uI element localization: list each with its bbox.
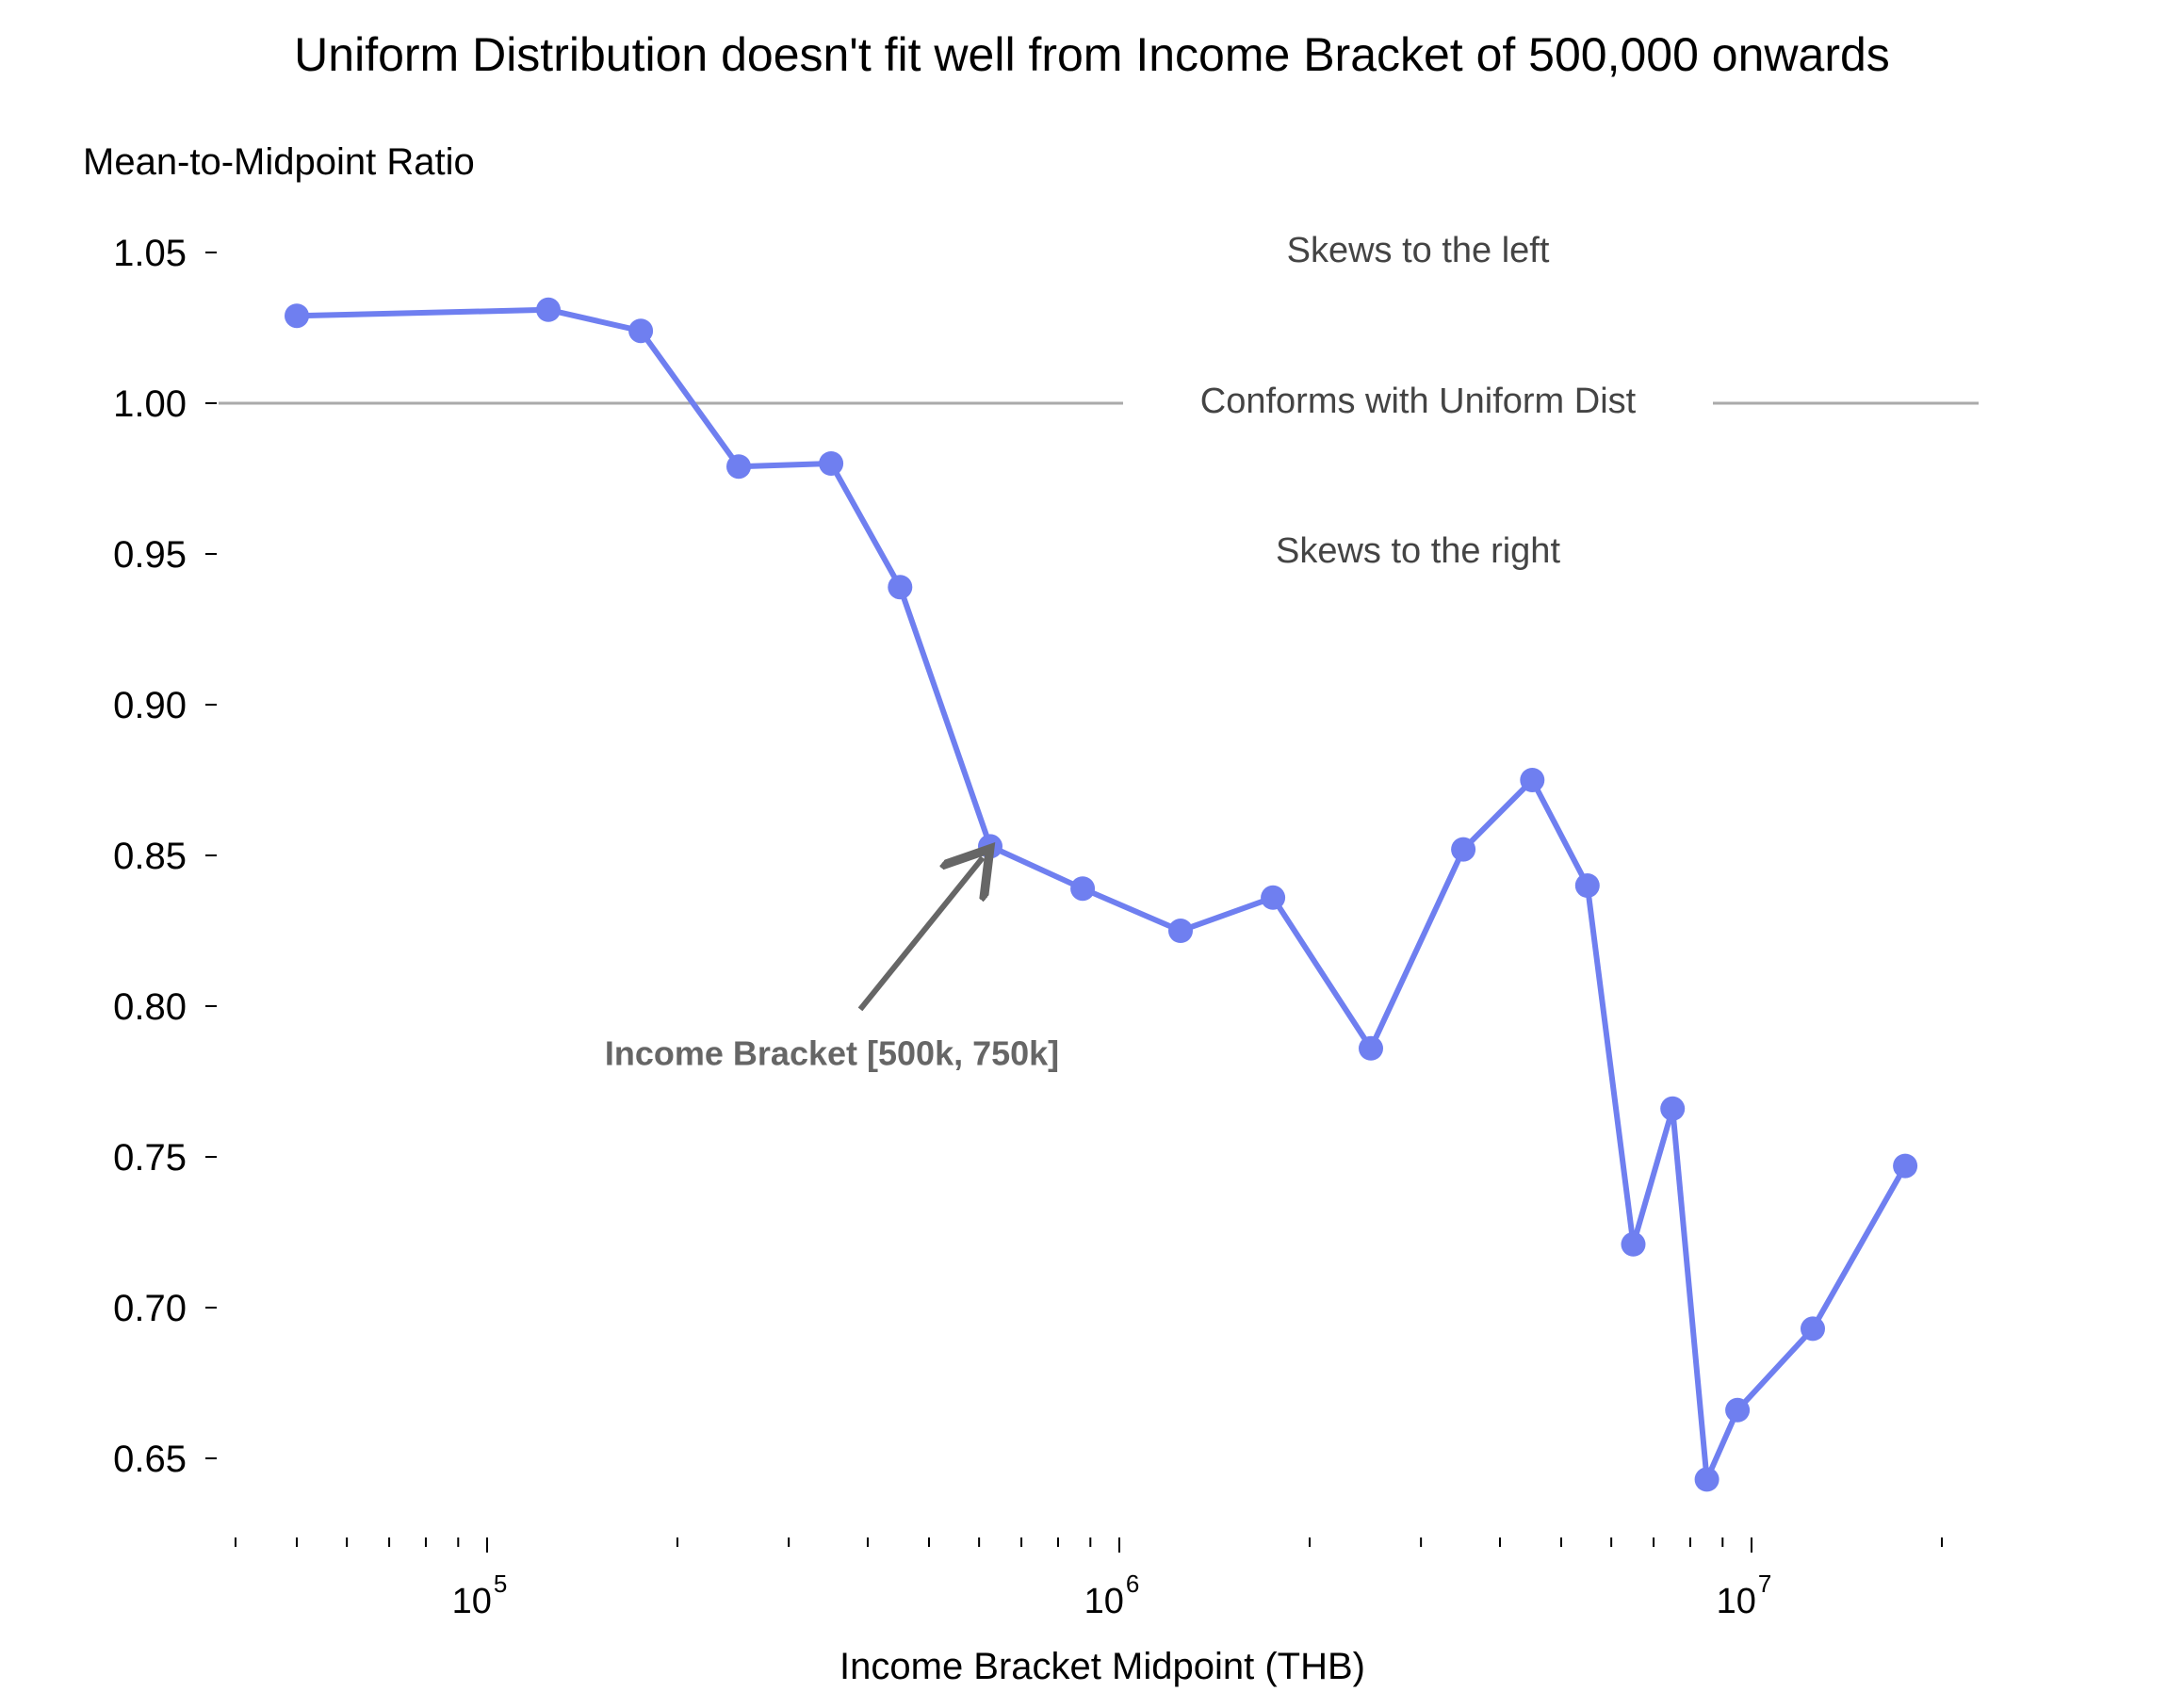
data-point <box>1893 1153 1918 1179</box>
data-point <box>628 318 654 344</box>
data-point <box>536 297 561 322</box>
data-point <box>1574 873 1600 898</box>
x-tick-label: 105 <box>452 1570 508 1621</box>
y-tick-label: 0.85 <box>113 836 187 877</box>
data-point <box>819 451 844 476</box>
y-tick-label: 0.65 <box>113 1439 187 1480</box>
y-tick-label: 0.80 <box>113 986 187 1028</box>
x-axis: 105 106 107 <box>234 1537 1943 1621</box>
y-tick-label: 1.05 <box>113 233 187 274</box>
y-tick-label: 0.70 <box>113 1288 187 1329</box>
data-point <box>1621 1231 1646 1257</box>
annotation-label: Income Bracket [500k, 750k] <box>605 1033 1059 1072</box>
data-point <box>1168 919 1193 943</box>
reference-line-label: Conforms with Uniform Dist <box>1200 382 1637 421</box>
region-label-above: Skews to the left <box>1287 231 1550 270</box>
annotation-arrow <box>857 857 983 1012</box>
series-points <box>285 297 1918 1492</box>
chart-title: Uniform Distribution doesn't fit well fr… <box>294 28 1890 81</box>
region-label-below: Skews to the right <box>1276 531 1560 571</box>
data-point <box>1261 885 1286 910</box>
data-point <box>1725 1397 1751 1423</box>
y-tick-label: 0.90 <box>113 685 187 726</box>
data-point <box>1520 768 1545 792</box>
data-point <box>1801 1316 1825 1342</box>
data-point <box>1070 876 1096 902</box>
y-tick-label: 0.75 <box>113 1137 187 1179</box>
y-tick-label: 0.95 <box>113 534 187 576</box>
data-point <box>1694 1467 1719 1492</box>
y-axis: 0.65 0.70 0.75 0.80 0.85 0.90 0.95 1.00 1.05 <box>113 233 217 1480</box>
series-line <box>294 306 1909 1483</box>
data-point <box>1451 837 1476 862</box>
data-point <box>1660 1096 1686 1121</box>
x-tick-label: 106 <box>1084 1570 1140 1621</box>
data-point <box>978 834 1002 859</box>
y-tick-label: 1.00 <box>113 383 187 425</box>
data-point <box>285 303 309 329</box>
data-point <box>726 454 751 480</box>
x-tick-label: 107 <box>1717 1570 1772 1621</box>
data-point <box>888 575 913 600</box>
y-axis-label: Mean-to-Midpoint Ratio <box>83 141 475 183</box>
data-point <box>1359 1035 1383 1061</box>
x-axis-label: Income Bracket Midpoint (THB) <box>839 1646 1365 1687</box>
